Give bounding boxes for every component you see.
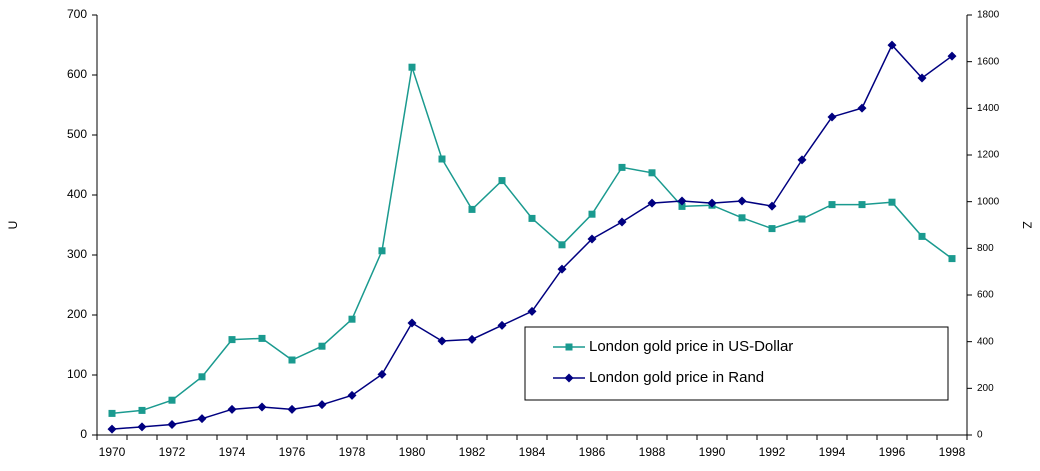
data-point [797,155,807,165]
y-tick-label: 400 [67,187,87,201]
y-tick-label: 0 [80,427,87,441]
x-tick-label: 1994 [819,445,846,459]
legend-marker [564,373,574,383]
data-point [558,241,566,249]
data-point [138,406,146,414]
y-tick-label: 500 [67,127,87,141]
x-tick-label: 1974 [219,445,246,459]
data-point [437,336,447,346]
data-point [858,201,866,209]
data-point [737,196,747,206]
y2-tick-label: 1200 [977,150,1000,161]
data-point [767,201,777,211]
y2-tick-label: 0 [977,430,983,441]
data-point [498,177,506,185]
data-point [828,201,836,209]
data-point [707,198,717,208]
data-point [527,306,537,316]
data-point [618,163,626,171]
x-tick-label: 1970 [99,445,126,459]
data-point [738,214,746,222]
y2-tick-label: 400 [977,336,994,347]
data-point [197,414,207,424]
data-point [198,373,206,381]
data-point [648,169,656,177]
data-point [137,422,147,432]
legend-label: London gold price in Rand [589,369,764,386]
data-point [407,318,417,328]
data-point [677,196,687,206]
data-point [768,225,776,233]
data-point [287,404,297,414]
x-tick-label: 1986 [579,445,606,459]
data-point [317,400,327,410]
y-tick-label: 600 [67,67,87,81]
data-point [647,198,657,208]
legend-label: London gold price in US-Dollar [589,338,793,355]
data-point [497,320,507,330]
data-point [557,264,567,274]
y-tick-label: 700 [67,7,87,21]
x-tick-label: 1992 [759,445,786,459]
x-tick-label: 1978 [339,445,366,459]
y2-tick-label: 1800 [977,10,1000,21]
x-tick-label: 1972 [159,445,186,459]
y2-axis-label: Z [1020,221,1034,228]
data-point [467,334,477,344]
y2-tick-label: 1400 [977,103,1000,114]
data-point [167,420,177,429]
data-point [857,103,867,113]
data-point [947,51,957,61]
data-point [318,342,326,350]
data-point [257,402,267,412]
data-point [678,202,686,210]
x-tick-label: 1990 [699,445,726,459]
data-point [347,390,357,400]
data-point [798,215,806,223]
data-point [288,356,296,364]
y2-tick-label: 800 [977,243,994,254]
x-tick-label: 1980 [399,445,426,459]
y2-tick-label: 1600 [977,56,1000,67]
data-point [378,247,386,255]
data-point [107,424,117,434]
data-point [528,214,536,222]
data-point [587,234,597,244]
data-point [827,112,837,122]
y-tick-label: 100 [67,367,87,381]
data-point [917,73,927,83]
data-point [468,205,476,213]
x-tick-label: 1998 [939,445,966,459]
data-point [918,232,926,240]
data-point [408,63,416,71]
y2-tick-label: 600 [977,290,994,301]
y-tick-label: 300 [67,247,87,261]
data-point [617,217,627,227]
data-point [588,210,596,218]
y2-tick-label: 1000 [977,196,1000,207]
legend-box [524,326,949,401]
data-point [438,155,446,163]
x-tick-label: 1982 [459,445,486,459]
data-point [228,336,236,344]
y2-tick-label: 200 [977,383,994,394]
data-point [227,404,237,414]
legend-marker [565,343,573,351]
data-point [887,40,897,50]
data-point [377,369,387,379]
y-axis-label: U [6,221,20,230]
data-point [888,198,896,206]
x-tick-label: 1988 [639,445,666,459]
x-tick-label: 1984 [519,445,546,459]
data-point [948,255,956,263]
y-tick-label: 200 [67,307,87,321]
data-point [348,315,356,323]
x-tick-label: 1996 [879,445,906,459]
data-point [168,396,176,404]
data-point [258,334,266,342]
data-point [108,409,116,417]
x-tick-label: 1976 [279,445,306,459]
